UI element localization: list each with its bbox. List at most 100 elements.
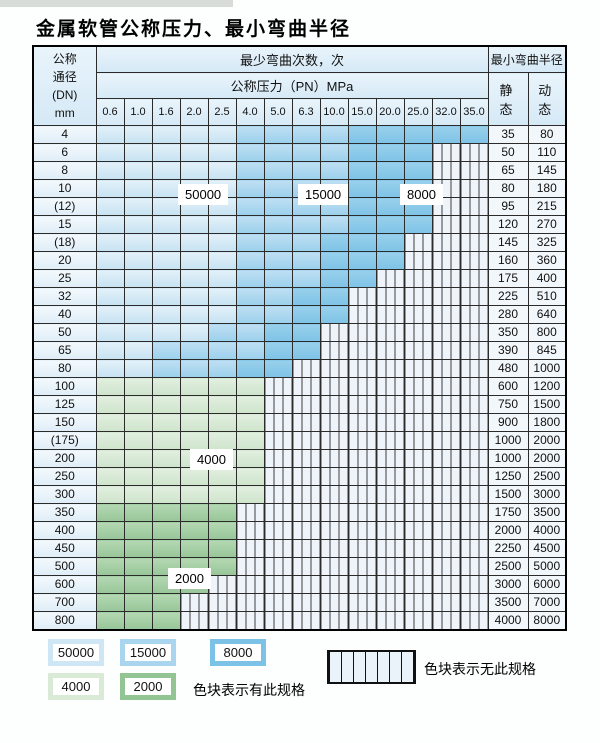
cell-no-spec (431, 557, 461, 576)
cell-spec (123, 539, 153, 558)
cell-no-spec (431, 287, 461, 306)
cell-no-spec (291, 377, 321, 396)
cell-no-spec (263, 521, 293, 540)
cell-spec (179, 233, 209, 252)
cell-spec (403, 125, 433, 144)
cell-no-spec (459, 575, 489, 594)
dynamic-radius-value: 3000 (527, 485, 567, 504)
cell-spec (207, 215, 237, 234)
cell-spec (151, 305, 181, 324)
legend-no-spec-text: 色块表示无此规格 (424, 661, 536, 677)
table-row: 100 600 1200 (32, 377, 567, 396)
pressure-bend-table: 公称 通径 (DN) mm 最少弯曲次数，次 最小弯曲半径 公称压力（PN）MP… (32, 45, 568, 631)
cell-no-spec (459, 395, 489, 414)
cell-no-spec (431, 143, 461, 162)
dynamic-radius-value: 8000 (527, 611, 567, 631)
cell-spec (95, 593, 125, 612)
dynamic-radius-value: 215 (527, 197, 567, 216)
dynamic-radius-value: 2000 (527, 431, 567, 450)
cell-no-spec (375, 323, 405, 342)
cell-no-spec (319, 449, 349, 468)
cell-no-spec (431, 503, 461, 522)
cell-spec (179, 431, 209, 450)
cell-spec (151, 521, 181, 540)
cell-spec (179, 215, 209, 234)
cell-no-spec (431, 251, 461, 270)
cell-spec (207, 431, 237, 450)
table-row: 65 390 845 (32, 341, 567, 360)
table-row: 450 2250 4500 (32, 539, 567, 558)
cell-spec (263, 287, 293, 306)
static-radius-value: 1500 (487, 485, 529, 504)
static-radius-value: 1000 (487, 449, 529, 468)
cell-no-spec (235, 557, 265, 576)
cell-spec (123, 521, 153, 540)
cell-spec (263, 233, 293, 252)
cell-spec (95, 359, 125, 378)
cell-no-spec (291, 539, 321, 558)
cell-spec (95, 143, 125, 162)
static-radius-value: 35 (487, 125, 529, 144)
cell-spec (459, 125, 489, 144)
pressure-value: 5.0 (263, 98, 293, 126)
dn-header-line: 通径 (52, 70, 77, 84)
dynamic-column-header: 动 态 (527, 72, 567, 126)
cell-spec (95, 431, 125, 450)
cell-no-spec (263, 593, 293, 612)
cell-spec (207, 503, 237, 522)
cell-no-spec (431, 467, 461, 486)
dynamic-radius-value: 270 (527, 215, 567, 234)
cell-spec (95, 413, 125, 432)
cell-spec (235, 269, 265, 288)
cell-spec (123, 251, 153, 270)
cell-no-spec (347, 431, 377, 450)
region-label-50000: 50000 (178, 184, 229, 205)
cell-spec (123, 215, 153, 234)
cell-no-spec (375, 575, 405, 594)
pressure-value: 20.0 (375, 98, 405, 126)
cell-spec (207, 143, 237, 162)
cell-no-spec (291, 557, 321, 576)
cell-no-spec (375, 395, 405, 414)
cell-no-spec (263, 611, 293, 631)
cell-no-spec (459, 251, 489, 270)
cell-spec (291, 161, 321, 180)
dn-label: 400 (32, 521, 97, 540)
cell-no-spec (431, 413, 461, 432)
pressure-values-row: 0.6 1.0 1.6 2.0 2.5 4.0 5.0 6.3 10.0 15.0 20.0 25.0… (33, 98, 566, 126)
cell-spec (123, 611, 153, 631)
cell-spec (375, 215, 405, 234)
cell-spec (151, 431, 181, 450)
cell-spec (207, 485, 237, 504)
static-radius-value: 600 (487, 377, 529, 396)
cell-no-spec (319, 467, 349, 486)
region-label-4000: 4000 (190, 449, 233, 470)
static-radius-value: 2500 (487, 557, 529, 576)
static-radius-value: 80 (487, 179, 529, 198)
cell-spec (95, 287, 125, 306)
cell-no-spec (263, 467, 293, 486)
dynamic-radius-value: 2000 (527, 449, 567, 468)
dn-label: 350 (32, 503, 97, 522)
cell-no-spec (263, 431, 293, 450)
cell-spec (123, 557, 153, 576)
cell-no-spec (459, 161, 489, 180)
cell-spec (347, 197, 377, 216)
cell-spec (235, 341, 265, 360)
cell-no-spec (459, 377, 489, 396)
cell-no-spec (291, 503, 321, 522)
cell-spec (207, 377, 237, 396)
cell-spec (263, 197, 293, 216)
table-row: 125 750 1500 (32, 395, 567, 414)
cell-no-spec (459, 233, 489, 252)
cell-no-spec (403, 557, 433, 576)
cell-no-spec (459, 557, 489, 576)
cell-no-spec (291, 575, 321, 594)
cell-no-spec (403, 341, 433, 360)
cell-no-spec (431, 377, 461, 396)
cell-spec (123, 197, 153, 216)
dn-label: 8 (32, 161, 97, 180)
cell-spec (123, 467, 153, 486)
cell-spec (123, 125, 153, 144)
cell-no-spec (263, 503, 293, 522)
